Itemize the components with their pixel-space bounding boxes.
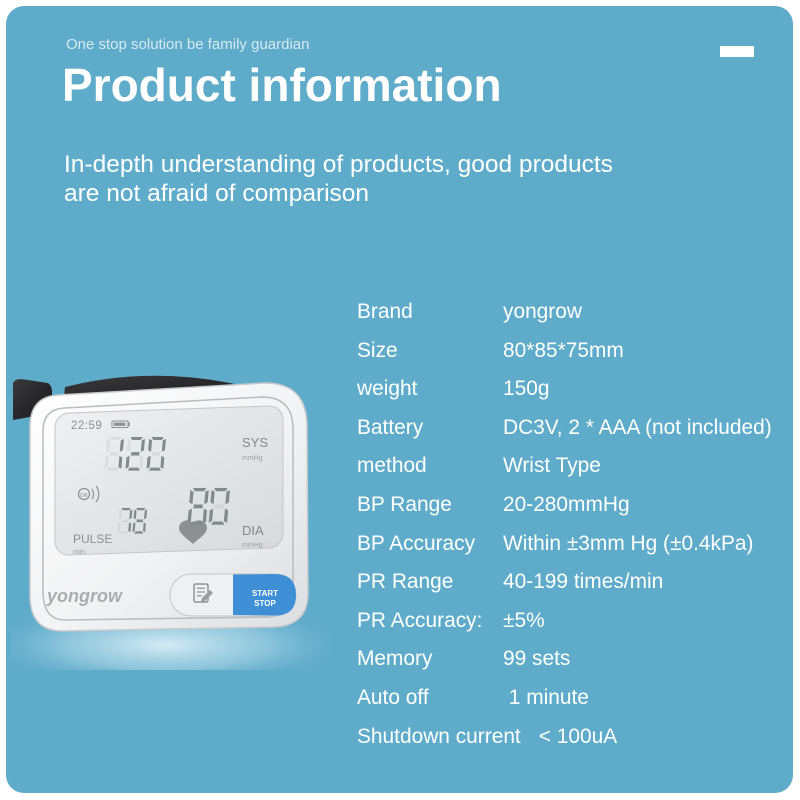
svg-text:OK: OK (80, 493, 88, 499)
svg-text:mmHg: mmHg (242, 455, 263, 462)
svg-text:22:59: 22:59 (71, 420, 102, 432)
svg-text:SYS: SYS (242, 435, 268, 450)
svg-text:STOP: STOP (254, 599, 276, 608)
svg-text:yongrow: yongrow (46, 586, 123, 606)
svg-text:DIA: DIA (242, 523, 264, 538)
svg-text:PULSE: PULSE (73, 532, 112, 546)
svg-text:mmHg: mmHg (242, 542, 263, 549)
svg-text:START: START (252, 589, 278, 598)
svg-text:min: min (73, 547, 85, 556)
